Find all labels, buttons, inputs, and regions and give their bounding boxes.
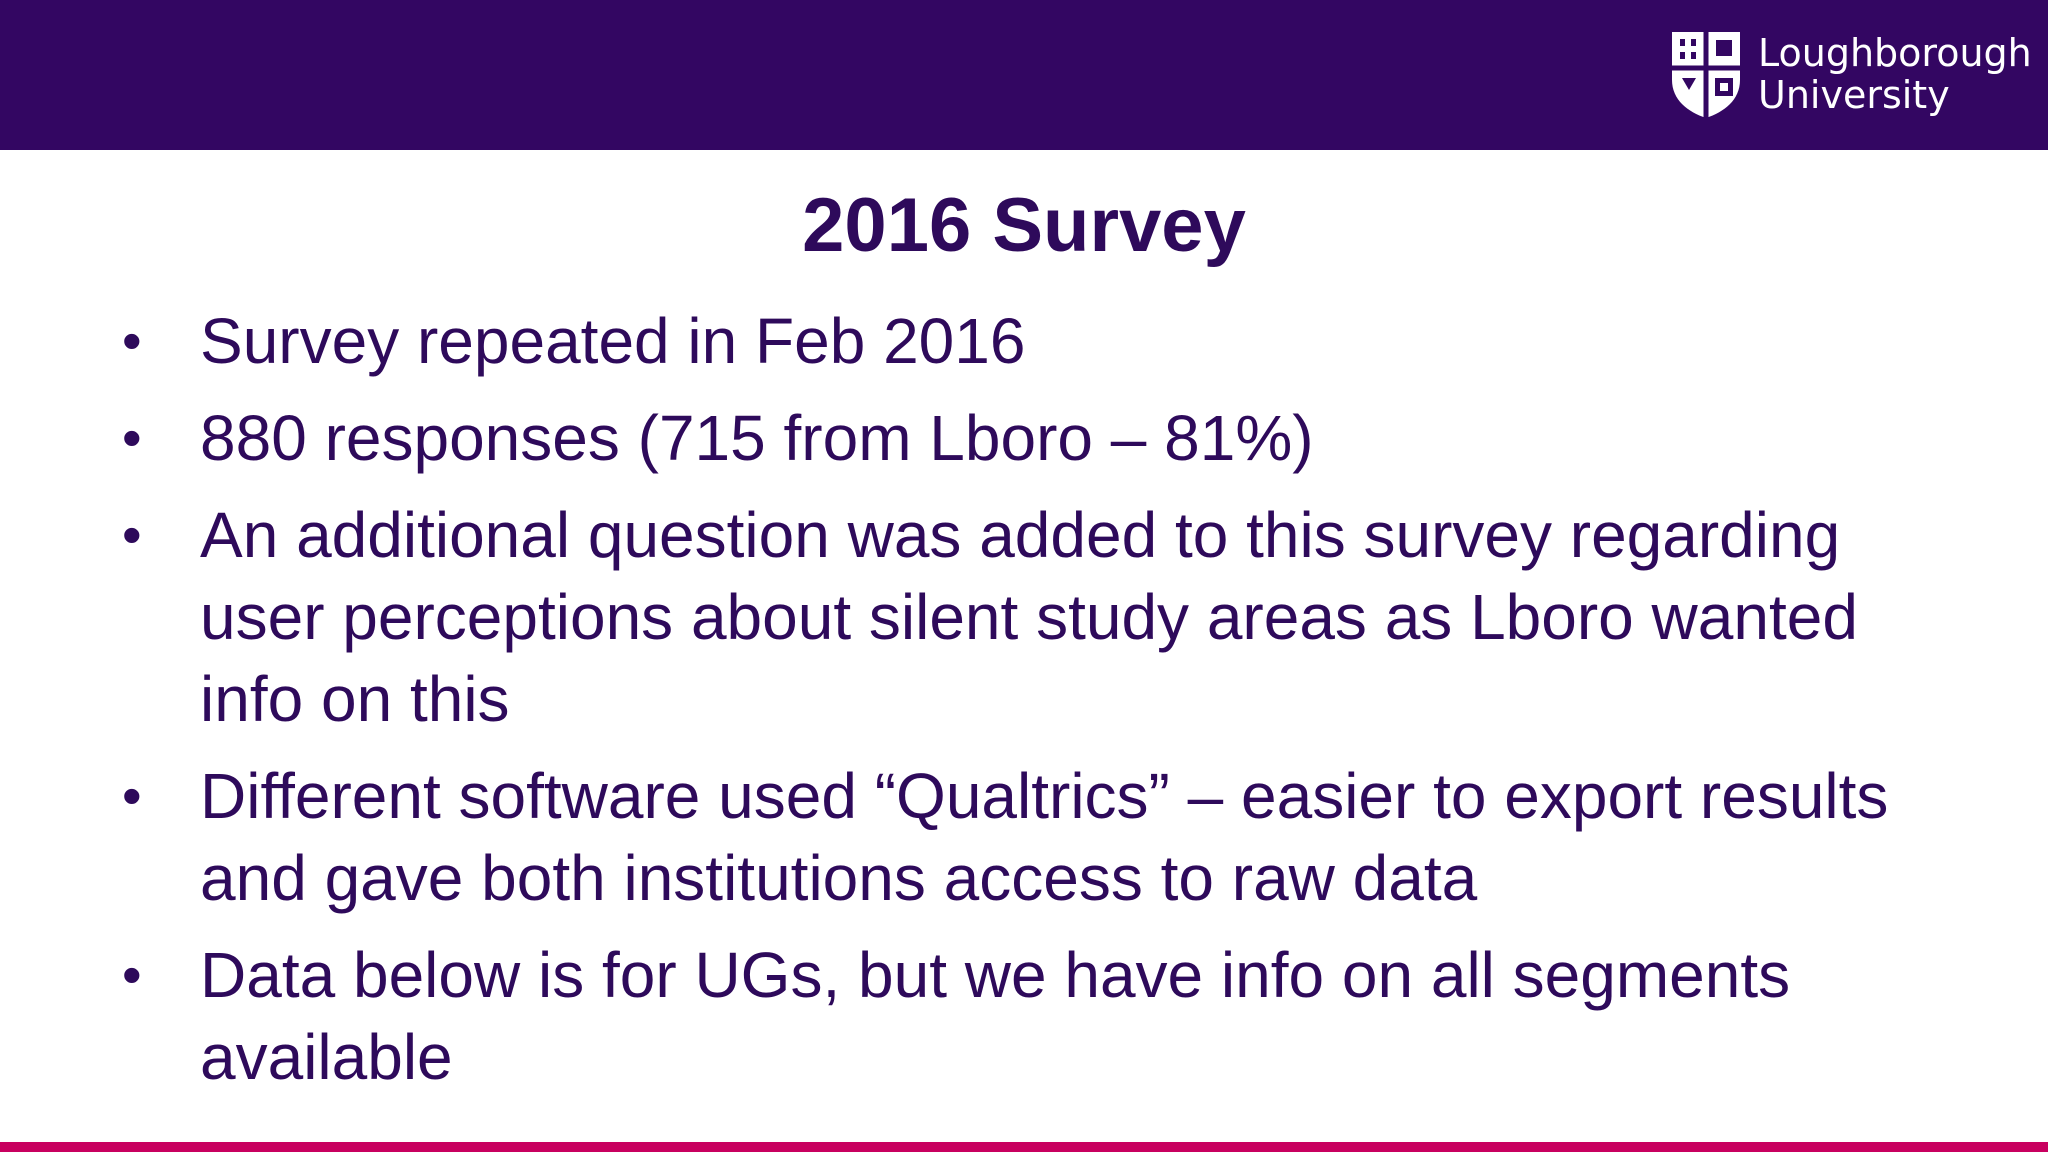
university-logo: Loughborough University [1668, 28, 2032, 120]
bullet-item: • 880 responses (715 from Lboro – 81%) [118, 397, 1958, 479]
university-name-line2: University [1758, 73, 1950, 117]
bullet-marker: • [122, 764, 142, 827]
bullet-item: • An additional question was added to th… [118, 494, 1958, 740]
university-name-line1: Loughborough [1758, 31, 2032, 75]
university-shield-icon [1672, 32, 1740, 118]
bullet-text: An additional question was added to this… [200, 499, 1858, 735]
bullet-text: Survey repeated in Feb 2016 [200, 305, 1026, 377]
slide-title: 2016 Survey [802, 183, 1246, 268]
university-name: Loughborough University [1758, 32, 2032, 116]
bullet-marker: • [122, 406, 142, 469]
bullet-marker: • [122, 309, 142, 372]
bullet-list: • Survey repeated in Feb 2016 • 880 resp… [118, 300, 1958, 1113]
bullet-marker: • [122, 943, 142, 1006]
bullet-text: Data below is for UGs, but we have info … [200, 939, 1791, 1093]
bullet-text: 880 responses (715 from Lboro – 81%) [200, 402, 1314, 474]
bullet-item: • Survey repeated in Feb 2016 [118, 300, 1958, 382]
bullet-text: Different software used “Qualtrics” – ea… [200, 760, 1889, 914]
footer-accent-line [0, 1142, 2048, 1152]
bullet-item: • Data below is for UGs, but we have inf… [118, 934, 1958, 1098]
bullet-marker: • [122, 503, 142, 566]
header-bar: Loughborough University [0, 0, 2048, 150]
bullet-item: • Different software used “Qualtrics” – … [118, 755, 1958, 919]
